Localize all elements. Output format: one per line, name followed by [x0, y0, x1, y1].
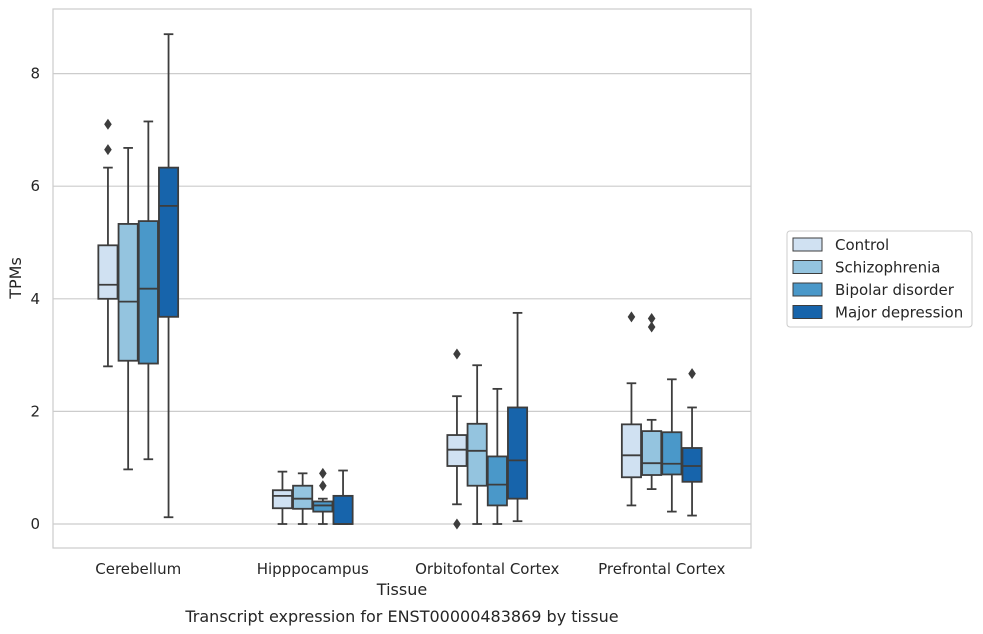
y-ticks: 0 2 4 6 8 — [30, 65, 40, 533]
y-tick-label-2: 2 — [30, 402, 40, 420]
outlier-point-0 — [647, 313, 656, 325]
box-0-1 — [117, 147, 139, 471]
y-tick-label-4: 4 — [30, 290, 40, 308]
outlier-point-1 — [104, 144, 112, 156]
x-tick-label-1: Hipppocampus — [257, 560, 369, 578]
legend-label-0: Control — [835, 236, 889, 254]
box-3-1 — [641, 313, 663, 490]
plot-frame — [52, 8, 752, 549]
legend-swatch-0 — [792, 237, 823, 252]
box-body — [486, 455, 508, 507]
x-tick-label-2: Orbitofontal Cortex — [415, 560, 559, 578]
box-body — [97, 244, 119, 300]
box-body — [332, 494, 354, 525]
legend: Control Schizophrenia Bipolar disorder Majo… — [786, 230, 973, 328]
x-tick-label-3: Prefrontal Cortex — [598, 560, 725, 578]
x-ticks: Cerebellum Hipppocampus Orbitofontal Corte… — [95, 560, 725, 578]
box-2-2 — [486, 387, 508, 525]
box-2-3 — [507, 311, 529, 523]
box-3-2 — [661, 378, 683, 513]
box-3-3 — [681, 368, 703, 517]
outlier-point-0 — [453, 348, 461, 360]
y-tick-label-8: 8 — [30, 65, 40, 83]
box-body — [292, 484, 314, 510]
legend-swatch-3 — [792, 305, 823, 319]
x-axis-label: Tissue — [376, 580, 427, 599]
box-2-1 — [466, 364, 488, 525]
legend-swatch-2 — [792, 282, 823, 297]
y-axis-label: TPMs — [6, 257, 25, 300]
box-body — [271, 489, 293, 510]
box-0-0 — [97, 118, 119, 368]
box-body — [661, 431, 683, 476]
box-0-3 — [158, 33, 180, 519]
box-1-1 — [292, 472, 314, 525]
box-body — [137, 220, 159, 365]
x-tick-label-0: Cerebellum — [95, 560, 181, 578]
box-plots — [97, 33, 703, 530]
y-tick-label-0: 0 — [30, 515, 40, 533]
outlier-point-1 — [453, 518, 461, 530]
box-1-3 — [332, 469, 354, 525]
box-body — [158, 166, 180, 318]
outlier-point-0 — [104, 118, 112, 130]
legend-label-3: Major depression — [835, 304, 963, 322]
outlier-point-0 — [319, 467, 327, 479]
outlier-point-1 — [319, 480, 327, 492]
box-3-0 — [620, 311, 642, 507]
outlier-point-0 — [688, 368, 696, 380]
box-body — [620, 423, 642, 479]
box-body — [312, 500, 334, 513]
outlier-point-1 — [647, 321, 656, 333]
box-body — [507, 406, 529, 500]
legend-label-1: Schizophrenia — [835, 259, 940, 277]
legend-swatch-1 — [792, 260, 823, 274]
chart-caption: Transcript expression for ENST0000048386… — [184, 607, 618, 626]
box-body — [641, 430, 663, 476]
box-1-0 — [271, 470, 293, 525]
legend-frame — [786, 230, 973, 328]
box-1-2 — [312, 467, 334, 525]
legend-label-2: Bipolar disorder — [835, 281, 955, 299]
box-body — [117, 223, 139, 362]
y-tick-label-6: 6 — [30, 177, 40, 195]
box-0-2 — [137, 120, 159, 461]
box-body — [466, 422, 488, 487]
box-2-0 — [446, 348, 468, 530]
outlier-point-0 — [627, 311, 636, 323]
box-body — [681, 447, 703, 483]
